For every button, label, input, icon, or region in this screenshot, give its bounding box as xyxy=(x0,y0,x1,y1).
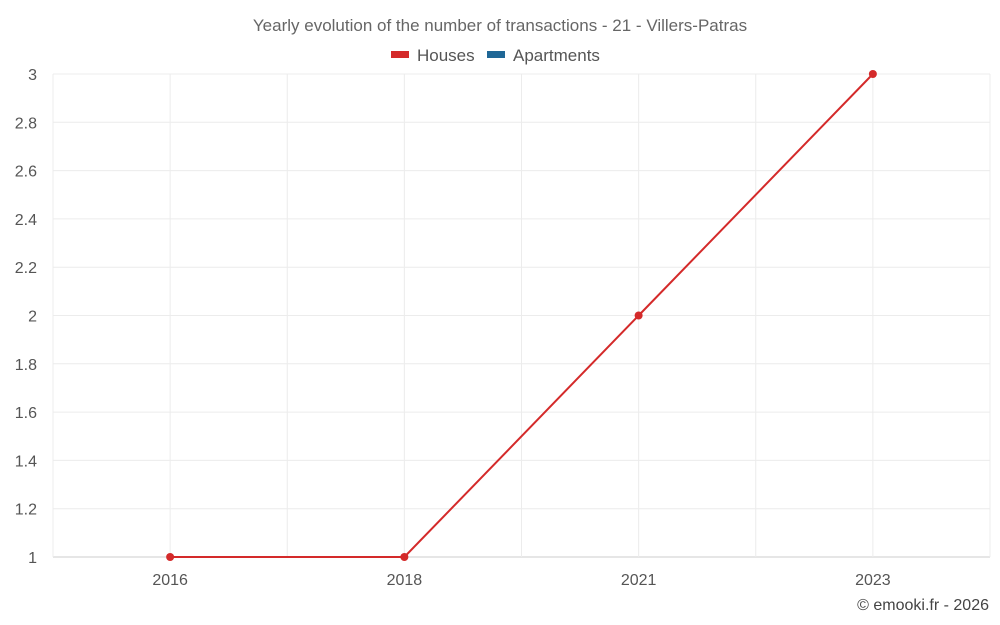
y-tick-label: 1.6 xyxy=(15,405,37,422)
y-tick-label: 1.8 xyxy=(15,357,37,374)
x-tick-label: 2023 xyxy=(855,572,891,589)
legend[interactable]: Houses Apartments xyxy=(391,46,600,65)
x-tick-label: 2016 xyxy=(152,572,188,589)
chart-title: Yearly evolution of the number of transa… xyxy=(253,16,747,35)
y-tick-label: 2.6 xyxy=(15,164,37,181)
y-tick-label: 2.4 xyxy=(15,212,37,229)
series-line-houses xyxy=(170,73,874,558)
legend-label-houses[interactable]: Houses xyxy=(417,46,475,65)
y-tick-label: 2 xyxy=(28,309,37,326)
credit-text: © emooki.fr - 2026 xyxy=(857,597,989,614)
y-axis-ticks: 1 1.2 1.4 1.6 1.8 2 2.2 2.4 2.6 2.8 3 xyxy=(15,67,37,567)
legend-label-apartments[interactable]: Apartments xyxy=(513,46,600,65)
y-tick-label: 3 xyxy=(28,67,37,84)
data-point-houses[interactable] xyxy=(400,553,409,561)
series-layer xyxy=(166,70,877,561)
data-point-houses[interactable] xyxy=(868,70,877,78)
data-point-houses[interactable] xyxy=(166,553,175,561)
legend-swatch-apartments[interactable] xyxy=(487,51,505,58)
data-point-houses[interactable] xyxy=(634,311,643,320)
y-tick-label: 2.8 xyxy=(15,115,37,132)
x-axis-ticks: 2016 2018 2021 2023 xyxy=(152,572,890,589)
y-tick-label: 1.4 xyxy=(15,453,37,470)
y-tick-label: 1 xyxy=(28,550,37,567)
y-tick-label: 1.2 xyxy=(15,502,37,519)
x-tick-label: 2021 xyxy=(621,572,657,589)
x-tick-label: 2018 xyxy=(387,572,423,589)
grid xyxy=(52,73,991,558)
legend-swatch-houses[interactable] xyxy=(391,51,409,58)
y-tick-label: 2.2 xyxy=(15,260,37,277)
